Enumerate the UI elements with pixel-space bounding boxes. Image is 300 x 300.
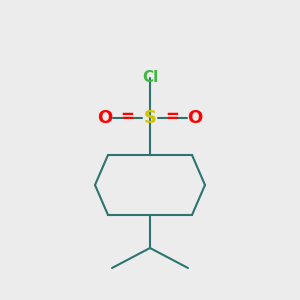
Text: O: O bbox=[188, 109, 202, 127]
Text: =: = bbox=[121, 108, 134, 126]
Text: Cl: Cl bbox=[142, 70, 158, 86]
Text: =: = bbox=[166, 108, 179, 126]
Text: O: O bbox=[98, 109, 112, 127]
Text: S: S bbox=[143, 109, 157, 127]
